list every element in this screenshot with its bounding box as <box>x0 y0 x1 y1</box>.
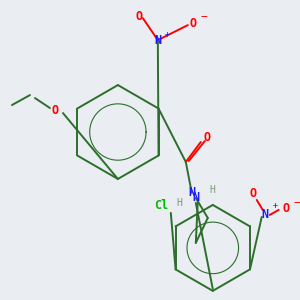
Text: H: H <box>177 198 183 208</box>
Text: N: N <box>192 191 200 204</box>
Text: O: O <box>51 103 58 116</box>
Text: O: O <box>282 202 289 215</box>
Text: O: O <box>249 188 256 200</box>
Text: −: − <box>200 12 207 22</box>
Text: H: H <box>210 185 216 195</box>
Text: N: N <box>188 187 195 200</box>
Text: Cl: Cl <box>154 200 168 212</box>
Text: O: O <box>189 16 197 30</box>
Text: N: N <box>154 34 161 46</box>
Text: +: + <box>272 201 277 210</box>
Text: O: O <box>135 10 142 22</box>
Text: N: N <box>261 208 268 221</box>
Text: +: + <box>164 30 169 39</box>
Text: −: − <box>293 198 300 208</box>
Text: O: O <box>203 130 210 143</box>
